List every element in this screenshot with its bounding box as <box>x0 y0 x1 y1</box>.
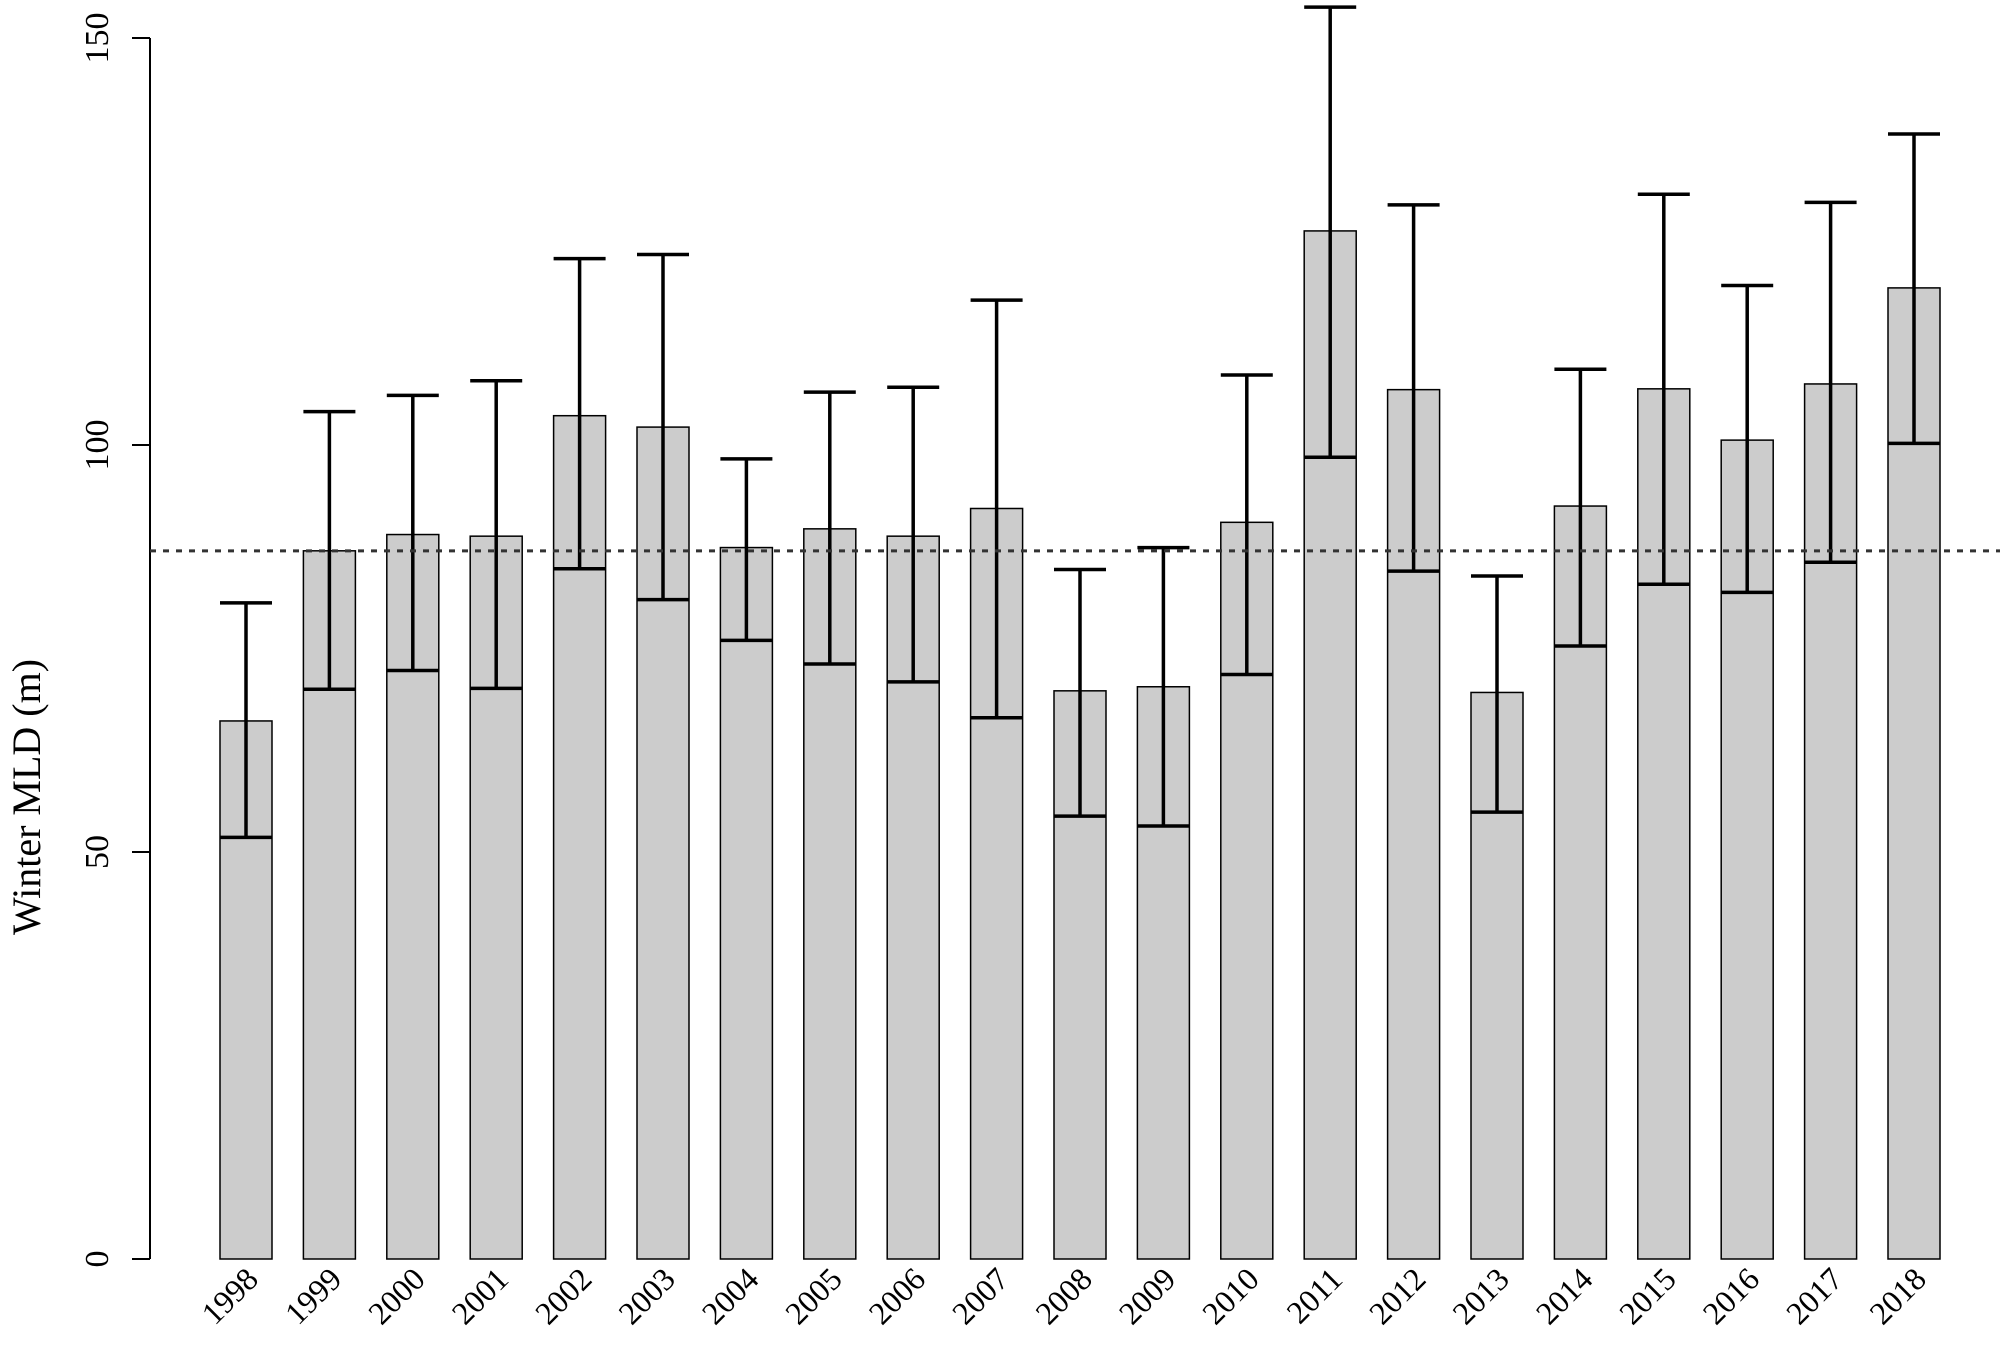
y-tick-label: 150 <box>79 13 116 64</box>
bars <box>219 230 1941 1260</box>
x-tick-label: 2001 <box>444 1260 515 1331</box>
error-bars <box>220 5 1940 840</box>
x-tick-label: 2018 <box>1862 1260 1933 1331</box>
x-tick-label: 2002 <box>528 1260 599 1331</box>
x-tick-label: 2007 <box>945 1260 1016 1331</box>
x-tick-label: 2008 <box>1028 1260 1099 1331</box>
x-tick-label: 2003 <box>611 1260 682 1331</box>
x-tick-label: 2005 <box>778 1260 849 1331</box>
y-axis: 0 50 100 150 <box>79 13 151 1268</box>
x-tick-label: 2014 <box>1529 1260 1600 1331</box>
x-axis: 1998 1999 2000 2001 2002 2003 2004 2005 2006 2007… <box>194 1260 1933 1331</box>
bar-1999 <box>302 550 357 1260</box>
x-tick-label: 2010 <box>1195 1260 1266 1331</box>
y-tick-label: 100 <box>79 420 116 471</box>
x-tick-label: 2015 <box>1612 1260 1683 1331</box>
x-tick-label: 2006 <box>861 1260 932 1331</box>
bar-2004 <box>719 546 774 1260</box>
x-tick-label: 1998 <box>194 1260 265 1331</box>
bar-2018 <box>1887 287 1941 1260</box>
x-tick-label: 2013 <box>1445 1260 1516 1331</box>
y-tick-label: 0 <box>79 1251 116 1268</box>
y-tick-label: 50 <box>79 835 116 869</box>
x-tick-label: 1999 <box>278 1260 349 1331</box>
x-tick-label: 2004 <box>695 1260 766 1331</box>
x-tick-label: 2016 <box>1695 1260 1766 1331</box>
y-axis-label: Winter MLD (m) <box>4 659 49 935</box>
x-tick-label: 2011 <box>1279 1260 1349 1330</box>
x-tick-label: 2012 <box>1362 1260 1433 1331</box>
x-tick-label: 2000 <box>361 1260 432 1331</box>
x-tick-label: 2009 <box>1112 1260 1183 1331</box>
x-tick-label: 2017 <box>1779 1260 1850 1331</box>
